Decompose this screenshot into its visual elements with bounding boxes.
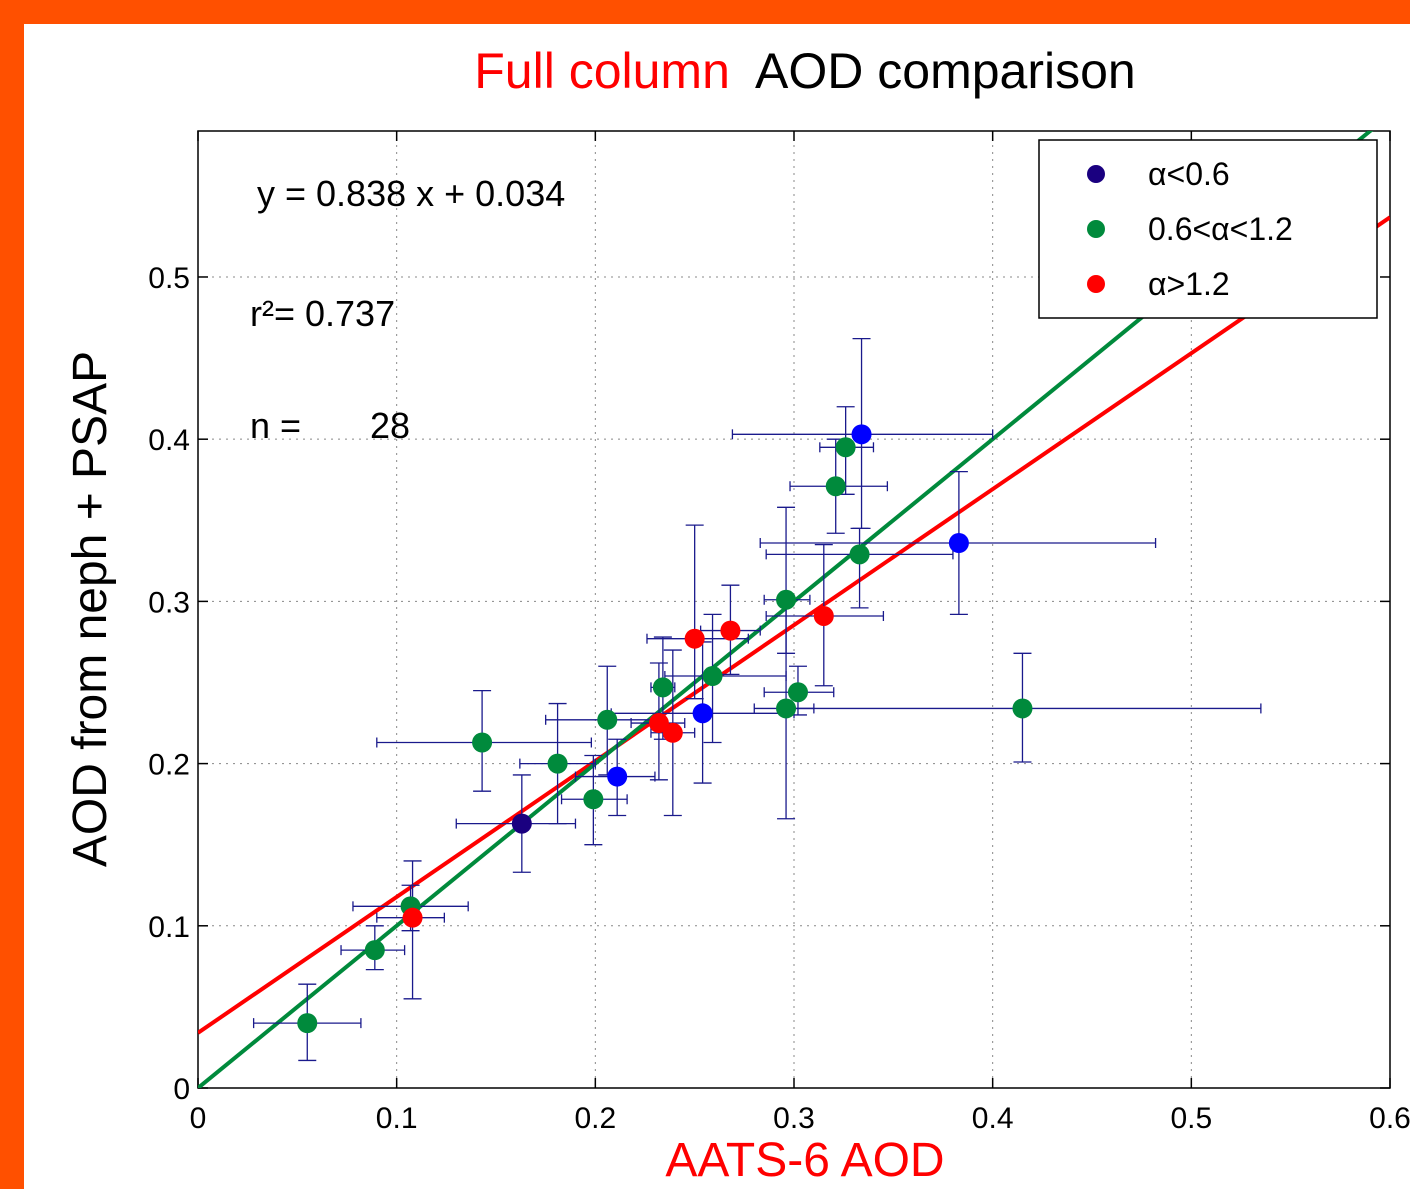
data-point-series-1 (583, 789, 603, 809)
r-squared: r²= 0.737 (250, 293, 395, 334)
slide: Full column AOD comparison 0 0.1 0.2 0.3 0.4… (24, 24, 1410, 1189)
x-tick-label: 0.4 (972, 1102, 1014, 1135)
data-point-series-2 (403, 908, 423, 928)
data-point-series-1 (776, 590, 796, 610)
data-point-series-3 (949, 533, 969, 553)
data-point-series-1 (297, 1013, 317, 1033)
x-tick-label: 0.3 (773, 1102, 815, 1135)
title-part-black: AOD comparison (755, 43, 1136, 99)
legend-marker (1087, 275, 1105, 293)
legend-marker (1087, 220, 1105, 238)
data-point-series-1 (548, 754, 568, 774)
data-point-series-2 (685, 629, 705, 649)
x-tick-label: 0.5 (1170, 1102, 1212, 1135)
legend: α<0.6 0.6<α<1.2 α>1.2 (1039, 140, 1377, 318)
data-point-series-1 (703, 666, 723, 686)
legend-label: 0.6<α<1.2 (1148, 211, 1293, 247)
scatter-chart: Full column AOD comparison 0 0.1 0.2 0.3 0.4… (24, 24, 1410, 1189)
y-tick-label: 0.4 (148, 424, 190, 457)
x-tick-label: 0.1 (376, 1102, 418, 1135)
data-point-series-1 (776, 698, 796, 718)
x-tick-label: 0.6 (1369, 1102, 1410, 1135)
y-axis-label: AOD from neph + PSAP (64, 351, 117, 867)
data-point-series-1 (788, 682, 808, 702)
data-point-series-1 (836, 437, 856, 457)
data-point-series-1 (365, 940, 385, 960)
y-tick-label: 0.3 (148, 586, 190, 619)
title-part-red: Full column (474, 43, 730, 99)
data-point-series-1 (472, 733, 492, 753)
data-point-series-1 (597, 710, 617, 730)
legend-label: α<0.6 (1148, 156, 1230, 192)
data-point-series-1 (826, 476, 846, 496)
data-point-series-1 (850, 544, 870, 564)
fit-equation: y = 0.838 x + 0.034 (257, 173, 565, 214)
data-point-series-1 (1012, 698, 1032, 718)
data-point-series-2 (814, 606, 834, 626)
data-point-series-3 (693, 703, 713, 723)
data-point-series-2 (720, 621, 740, 641)
n-label: n = (250, 405, 301, 446)
data-point-series-3 (852, 424, 872, 444)
data-point-series-0 (512, 814, 532, 834)
x-axis-label: AATS-6 AOD (665, 1134, 944, 1187)
data-point-series-2 (663, 723, 683, 743)
y-tick-label: 0.5 (148, 262, 190, 295)
legend-label: α>1.2 (1148, 266, 1230, 302)
y-tick-label: 0.2 (148, 749, 190, 782)
n-value: 28 (370, 405, 410, 446)
x-tick-label: 0 (190, 1102, 207, 1135)
data-point-series-3 (607, 767, 627, 787)
x-tick-label: 0.2 (574, 1102, 616, 1135)
y-tick-label: 0 (173, 1073, 190, 1106)
legend-marker (1087, 165, 1105, 183)
data-point-series-1 (653, 677, 673, 697)
y-tick-label: 0.1 (148, 911, 190, 944)
chart-title: Full column AOD comparison (474, 43, 1135, 99)
